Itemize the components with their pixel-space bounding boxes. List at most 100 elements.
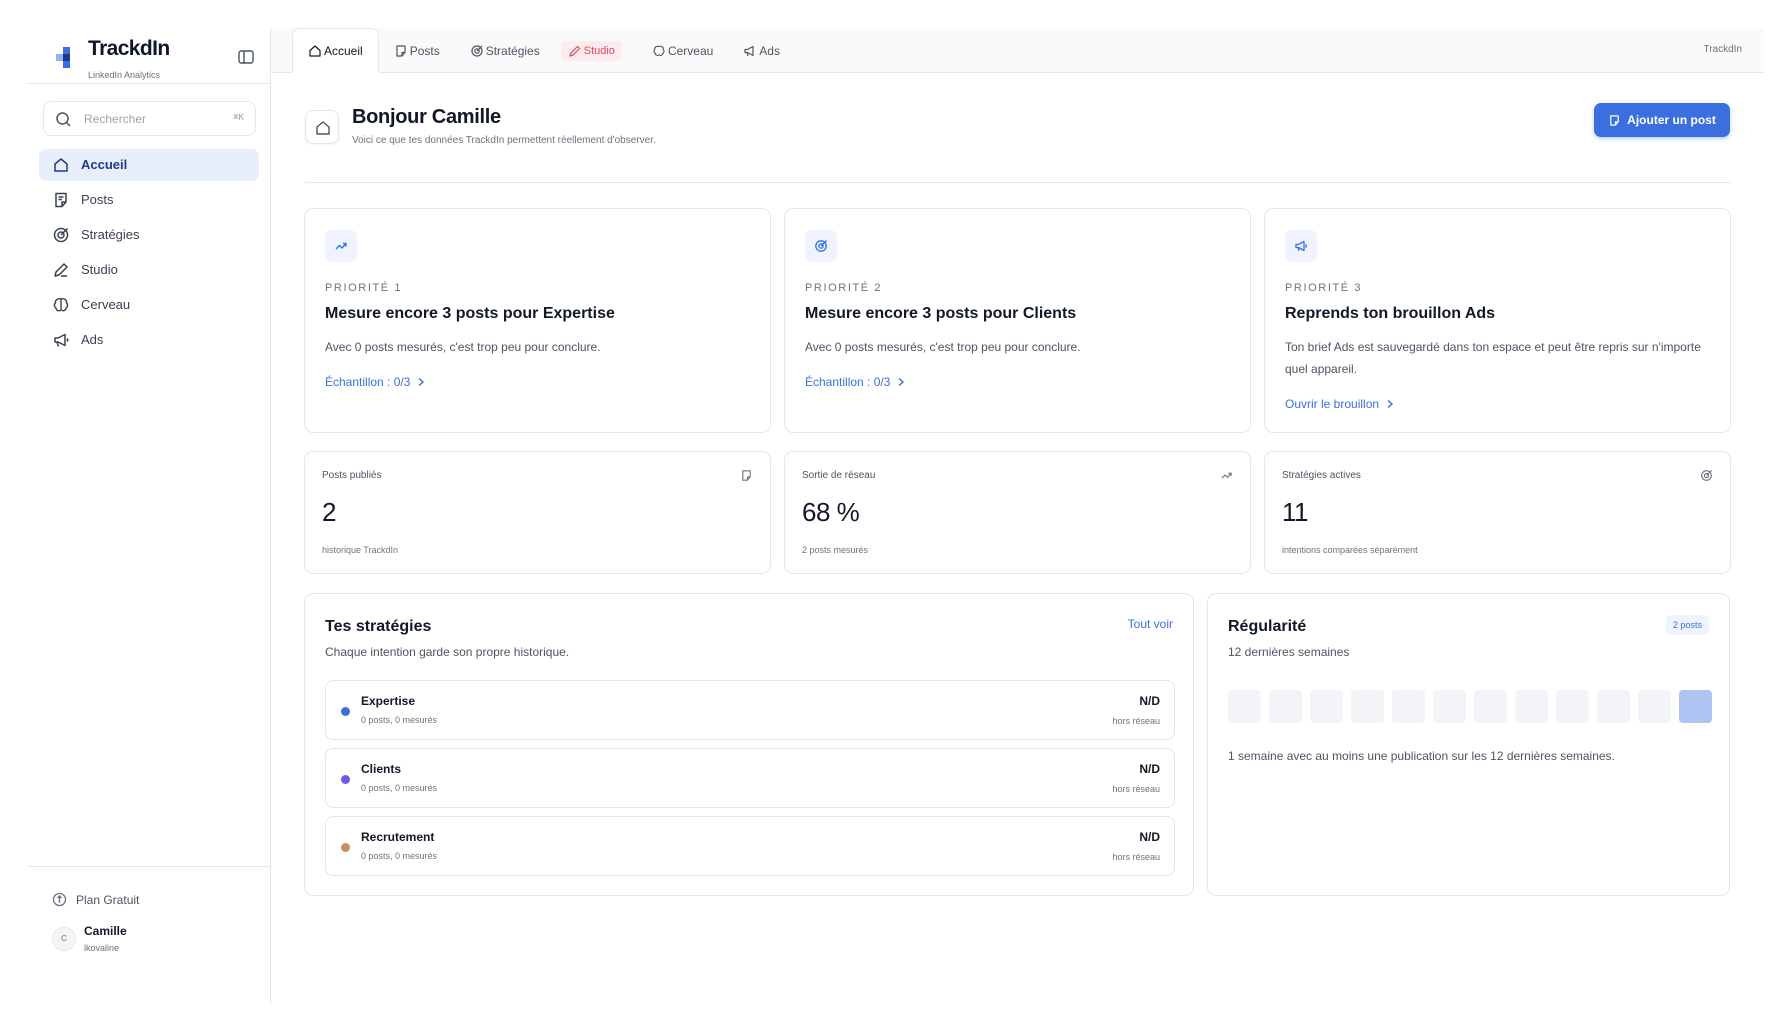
week-cell [1679,690,1712,723]
tab-label: Cerveau [667,43,714,58]
priority-body: Avec 0 posts mesurés, c'est trop peu pou… [325,340,601,354]
strategies-subtitle: Chaque intention garde son propre histor… [325,645,570,659]
tab-studio[interactable]: Studio [560,28,622,73]
top-tabbar: Accueil Posts Stratégies Studio [271,28,1764,73]
strategy-meta: 0 posts, 0 mesurés [361,851,438,861]
week-cell [1515,690,1548,723]
strategy-row-clients[interactable]: Clients 0 posts, 0 mesurés N/D hors rése… [325,748,1175,808]
strategy-row-recrutement[interactable]: Recrutement 0 posts, 0 mesurés N/D hors … [325,816,1175,876]
sidebar-item-cerveau[interactable]: Cerveau [39,289,259,321]
sidebar-item-label: Studio [81,262,118,277]
strategy-row-expertise[interactable]: Expertise 0 posts, 0 mesurés N/D hors ré… [325,680,1175,740]
stat-label: Sortie de réseau [802,470,876,481]
user-handle: lkovaline [84,943,120,953]
priority-kicker: PRIORITÉ 3 [1285,282,1363,294]
tabs: Accueil Posts Stratégies Studio [292,28,795,73]
search-shortcut: ⌘K [233,113,244,123]
tab-strategies[interactable]: Stratégies [455,28,555,73]
app-window: TrackdIn LinkedIn Analytics Rechercher ⌘… [28,28,1764,1004]
sidebar-item-accueil[interactable]: Accueil [39,149,259,181]
strategies-title: Tes stratégies [325,618,432,635]
megaphone-icon [54,333,69,347]
stat-sub: historique TrackdIn [322,545,399,555]
tab-posts[interactable]: Posts [379,28,455,73]
megaphone-icon [1295,240,1307,252]
note-icon [396,44,406,57]
chevron-right-icon [1387,399,1394,409]
sidebar-toggle-icon[interactable] [237,48,255,66]
priority-card-2: PRIORITÉ 2 Mesure encore 3 posts pour Cl… [784,208,1251,433]
strategy-color-dot [341,843,350,852]
week-cell [1597,690,1630,723]
target-icon [815,240,827,252]
tab-label: Posts [409,43,440,58]
studio-pill: Studio [560,40,622,61]
sidebar-nav: Accueil Posts Stratégies [39,149,259,359]
strategy-value-sub: hors réseau [1112,716,1160,726]
strategy-name: Clients [361,762,402,776]
priority-icon-wrap [1285,230,1317,262]
week-cell [1474,690,1507,723]
sidebar-item-posts[interactable]: Posts [39,184,259,216]
sidebar-item-label: Accueil [81,157,128,172]
priority-title: Mesure encore 3 posts pour Expertise [325,305,615,322]
plan-icon [52,892,67,907]
see-all-link[interactable]: Tout voir [1127,617,1173,631]
priority-title: Reprends ton brouillon Ads [1285,305,1496,322]
strategies-panel: Tes stratégies Chaque intention garde so… [304,593,1194,896]
search-placeholder: Rechercher [84,112,147,126]
tab-accueil[interactable]: Accueil [292,28,379,73]
brand-subtitle: LinkedIn Analytics [88,70,161,80]
strategy-name: Recrutement [361,830,435,844]
stat-value: 2 [322,497,336,527]
open-draft-link[interactable]: Ouvrir le brouillon [1285,397,1394,411]
weeks-strip [1228,690,1712,724]
note-icon [742,470,751,481]
week-cell [1556,690,1589,723]
pen-icon [569,45,580,57]
week-cell [1433,690,1466,723]
search-icon [56,112,71,127]
week-cell [1269,690,1302,723]
sample-link[interactable]: Échantillon : 0/3 [805,375,905,389]
topbar-brand-label: TrackdIn [1703,44,1742,55]
priority-body: Ton brief Ads est sauvegardé dans ton es… [1285,340,1701,376]
tab-ads[interactable]: Ads [728,28,795,73]
strategy-value-sub: hors réseau [1112,852,1160,862]
priority-link-label: Échantillon : 0/3 [325,375,411,389]
plan-label: Plan Gratuit [76,893,140,907]
tab-cerveau[interactable]: Cerveau [637,28,728,73]
trend-up-icon [335,242,347,250]
sidebar-footer: Plan Gratuit C Camille lkovaline [28,866,270,1004]
home-badge [305,110,339,144]
regularity-subtitle: 12 dernières semaines [1228,645,1350,659]
strategy-color-dot [341,775,350,784]
target-icon [53,227,69,243]
sample-link[interactable]: Échantillon : 0/3 [325,375,425,389]
priority-body: Avec 0 posts mesurés, c'est trop peu pou… [805,340,1081,354]
chevron-right-icon [898,377,905,387]
sidebar-item-ads[interactable]: Ads [39,324,259,356]
strategy-value-sub: hors réseau [1112,784,1160,794]
week-cell [1638,690,1671,723]
stat-label: Stratégies actives [1282,470,1361,481]
regularity-panel: Régularité 12 dernières semaines 2 posts… [1207,593,1730,896]
add-post-button[interactable]: Ajouter un post [1594,103,1730,137]
priority-link-label: Échantillon : 0/3 [805,375,891,389]
brain-icon [653,45,665,56]
strategy-value: N/D [1139,762,1160,776]
sidebar-item-studio[interactable]: Studio [39,254,259,286]
week-cell [1310,690,1343,723]
priority-card-3: PRIORITÉ 3 Reprends ton brouillon Ads To… [1264,208,1731,433]
brand: TrackdIn LinkedIn Analytics [28,28,270,84]
sidebar-item-strategies[interactable]: Stratégies [39,219,259,251]
page-subtitle: Voici ce que tes données TrackdIn permet… [352,135,656,146]
trend-up-icon [1221,472,1232,479]
stat-sub: intentions comparées séparément [1282,545,1418,555]
priority-title: Mesure encore 3 posts pour Clients [805,305,1077,322]
priority-card-1: PRIORITÉ 1 Mesure encore 3 posts pour Ex… [304,208,771,433]
user-name: Camille [84,924,127,938]
regularity-badge: 2 posts [1665,615,1709,635]
target-icon [471,44,483,57]
search-input[interactable]: Rechercher ⌘K [43,101,256,136]
